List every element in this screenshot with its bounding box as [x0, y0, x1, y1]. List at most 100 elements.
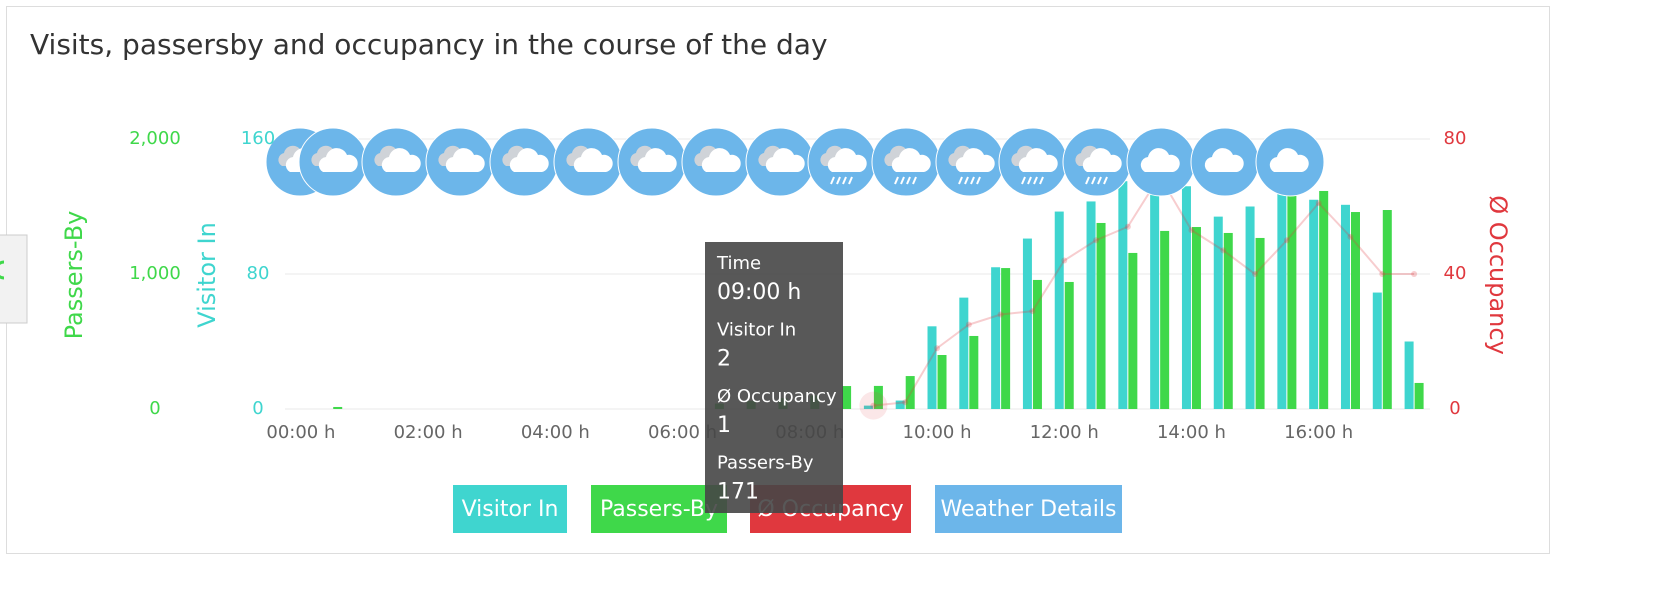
- bar: [1309, 199, 1319, 409]
- rain: [842, 176, 847, 185]
- occupancy-point: [1124, 223, 1131, 230]
- y-tick-label: 0: [1449, 398, 1460, 419]
- cloud: [1269, 148, 1309, 172]
- bar: [927, 326, 937, 409]
- tooltip-value: 09:00 h: [717, 280, 801, 305]
- weather-icon[interactable]: [298, 127, 368, 197]
- weather-icon[interactable]: [553, 127, 623, 197]
- rain: [900, 176, 905, 185]
- weather-icon[interactable]: [807, 127, 877, 197]
- bar: [1191, 227, 1201, 409]
- occupancy-line: [873, 174, 1415, 407]
- bar: [969, 335, 979, 409]
- bar: [1118, 181, 1128, 409]
- cloud: [765, 148, 805, 172]
- side-tab-icon: [0, 260, 5, 280]
- weather-icon[interactable]: [1126, 127, 1196, 197]
- legend-label[interactable]: Visitor In: [462, 497, 559, 522]
- weather-icon[interactable]: [1255, 127, 1325, 197]
- side-tab[interactable]: [0, 234, 28, 324]
- occupancy-point: [1029, 308, 1036, 315]
- bar: [1064, 281, 1074, 409]
- bar: [1404, 341, 1414, 409]
- cloud: [573, 148, 613, 172]
- cloud: [445, 148, 485, 172]
- weather-icon[interactable]: [1062, 127, 1132, 197]
- bar: [937, 355, 947, 409]
- occupancy-point: [1093, 237, 1100, 244]
- rain: [894, 176, 899, 185]
- bar: [1340, 204, 1350, 409]
- x-tick-label: 06:00 h: [648, 422, 717, 443]
- hover-halo: [859, 391, 888, 420]
- bar: [1054, 211, 1064, 409]
- cloud: [318, 148, 358, 172]
- y-axis-title: Visitor In: [193, 222, 221, 328]
- bar: [1319, 190, 1329, 409]
- rain: [1097, 176, 1102, 185]
- bar: [1150, 176, 1160, 409]
- weather-icon[interactable]: [361, 127, 431, 197]
- x-tick-label: 16:00 h: [1284, 422, 1353, 443]
- rain: [830, 176, 835, 185]
- weather-icon[interactable]: [935, 127, 1005, 197]
- rain: [1039, 176, 1044, 185]
- cloud: [1082, 148, 1122, 172]
- occupancy-point: [902, 399, 909, 406]
- bar: [1287, 190, 1297, 409]
- weather-icon[interactable]: [681, 127, 751, 197]
- legend-label[interactable]: Weather Details: [941, 497, 1117, 522]
- occupancy-point: [1315, 200, 1322, 207]
- y-tick-label: 0: [149, 398, 160, 419]
- cloud: [637, 148, 677, 172]
- rain: [1021, 176, 1026, 185]
- cloud: [701, 148, 741, 172]
- rain: [848, 176, 853, 185]
- rain: [906, 176, 911, 185]
- weather-icon[interactable]: [1190, 127, 1260, 197]
- x-tick-label: 10:00 h: [903, 422, 972, 443]
- weather-icon[interactable]: [871, 127, 941, 197]
- weather-icon[interactable]: [617, 127, 687, 197]
- x-tick-label: 12:00 h: [1030, 422, 1099, 443]
- cloud: [955, 148, 995, 172]
- x-tick-label: 14:00 h: [1157, 422, 1226, 443]
- x-tick-label: 02:00 h: [394, 422, 463, 443]
- occupancy-point: [965, 321, 972, 328]
- tooltip-label: Time: [716, 253, 761, 274]
- tooltip-label: Passers-By: [717, 453, 814, 474]
- weather-icon[interactable]: [745, 127, 815, 197]
- bar: [1277, 184, 1287, 409]
- legend-button[interactable]: [453, 485, 567, 533]
- bar: [991, 267, 1001, 409]
- tooltip-label: Ø Occupancy: [717, 386, 837, 407]
- bar: [959, 297, 969, 409]
- weather-icon[interactable]: [489, 127, 559, 197]
- legend-button[interactable]: [935, 485, 1122, 533]
- bar: [1414, 382, 1424, 409]
- weather-icon[interactable]: [425, 127, 495, 197]
- legend-label[interactable]: Passers-By: [600, 497, 718, 522]
- y-tick-label: 40: [1444, 263, 1467, 284]
- weather-icon[interactable]: [998, 127, 1068, 197]
- tooltip-value: 1: [717, 413, 731, 438]
- cloud: [1140, 148, 1180, 172]
- bar: [1181, 186, 1191, 409]
- bar: [1086, 201, 1096, 409]
- occupancy-point: [1220, 247, 1227, 254]
- bar: [1022, 238, 1032, 409]
- bar: [1372, 292, 1382, 409]
- legend-button[interactable]: [591, 485, 727, 533]
- rain: [964, 176, 969, 185]
- rain: [836, 176, 841, 185]
- bar: [1032, 279, 1042, 409]
- x-tick-label: 04:00 h: [521, 422, 590, 443]
- occupancy-point: [870, 402, 877, 409]
- bar: [873, 385, 883, 409]
- y2-axis-title: Passers-By: [60, 211, 88, 340]
- bar: [1001, 268, 1011, 409]
- bar: [1128, 252, 1138, 409]
- rain: [912, 176, 917, 185]
- occupancy-point: [1061, 257, 1068, 264]
